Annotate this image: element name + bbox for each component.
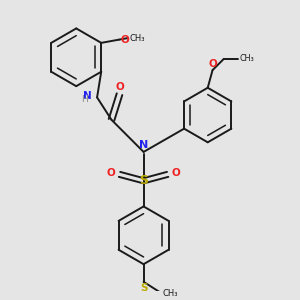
- Text: CH₃: CH₃: [129, 34, 145, 43]
- Text: H: H: [82, 95, 88, 104]
- Text: N: N: [139, 140, 148, 150]
- Text: O: O: [107, 168, 116, 178]
- Text: CH₃: CH₃: [240, 54, 255, 63]
- Text: S: S: [139, 174, 148, 187]
- Text: CH₃: CH₃: [163, 289, 178, 298]
- Text: O: O: [172, 168, 180, 178]
- Text: O: O: [116, 82, 124, 92]
- Text: S: S: [140, 284, 147, 293]
- Text: N: N: [82, 92, 91, 101]
- Text: O: O: [208, 58, 217, 68]
- Text: O: O: [120, 35, 129, 45]
